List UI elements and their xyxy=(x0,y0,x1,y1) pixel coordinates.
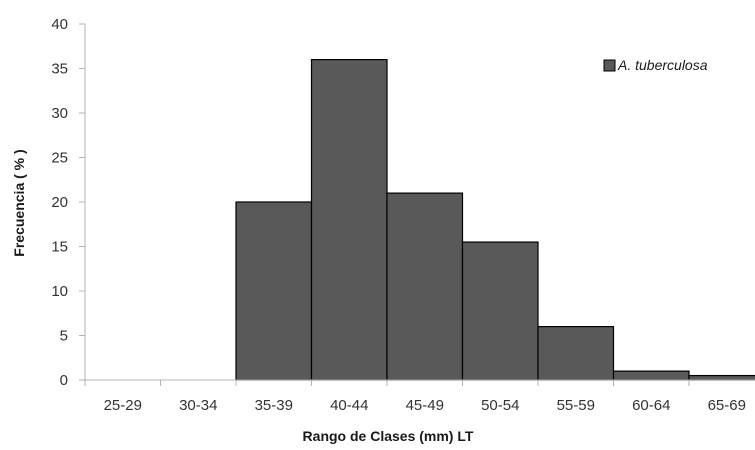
y-axis-title: Frecuencia ( % ) xyxy=(11,149,27,256)
y-tick-label-10: 10 xyxy=(51,283,68,300)
bar-65-69 xyxy=(688,374,755,381)
bar-50-54 xyxy=(461,241,539,381)
legend-swatch xyxy=(603,59,616,72)
y-tick-label-0: 0 xyxy=(60,372,68,389)
y-tick-label-15: 15 xyxy=(51,239,68,256)
bar-35-39 xyxy=(235,201,313,381)
x-tick-label-40-44: 40-44 xyxy=(330,397,368,414)
x-tick-label-45-49: 45-49 xyxy=(406,397,444,414)
bar-40-44 xyxy=(310,58,388,381)
legend-label: A. tuberculosa xyxy=(617,57,708,73)
x-tick-label-55-59: 55-59 xyxy=(557,397,595,414)
bar-45-49 xyxy=(386,192,464,381)
plot-area xyxy=(235,58,755,381)
legend: A. tuberculosa xyxy=(603,57,708,73)
y-tick-label-30: 30 xyxy=(51,105,68,122)
y-tick-label-5: 5 xyxy=(60,328,68,345)
y-tick-label-20: 20 xyxy=(51,194,68,211)
x-axis-title: Rango de Clases (mm) LT xyxy=(303,428,474,444)
x-tick-label-35-39: 35-39 xyxy=(255,397,293,414)
y-axis: 0 5 10 15 20 25 30 35 40 xyxy=(51,16,86,389)
x-tick-label-25-29: 25-29 xyxy=(104,397,142,414)
y-tick-label-40: 40 xyxy=(51,16,68,33)
bar-60-64 xyxy=(612,370,690,381)
x-tick-label-60-64: 60-64 xyxy=(632,397,670,414)
y-tick-label-25: 25 xyxy=(51,150,68,167)
x-tick-label-30-34: 30-34 xyxy=(179,397,217,414)
x-tick-label-50-54: 50-54 xyxy=(481,397,519,414)
x-tick-label-65-69: 65-69 xyxy=(708,397,746,414)
x-axis: 25-29 30-34 35-39 40-44 45-49 50-54 55-59 60-64… xyxy=(84,379,755,414)
y-tick-label-35: 35 xyxy=(51,61,68,78)
bar-55-59 xyxy=(537,326,615,381)
